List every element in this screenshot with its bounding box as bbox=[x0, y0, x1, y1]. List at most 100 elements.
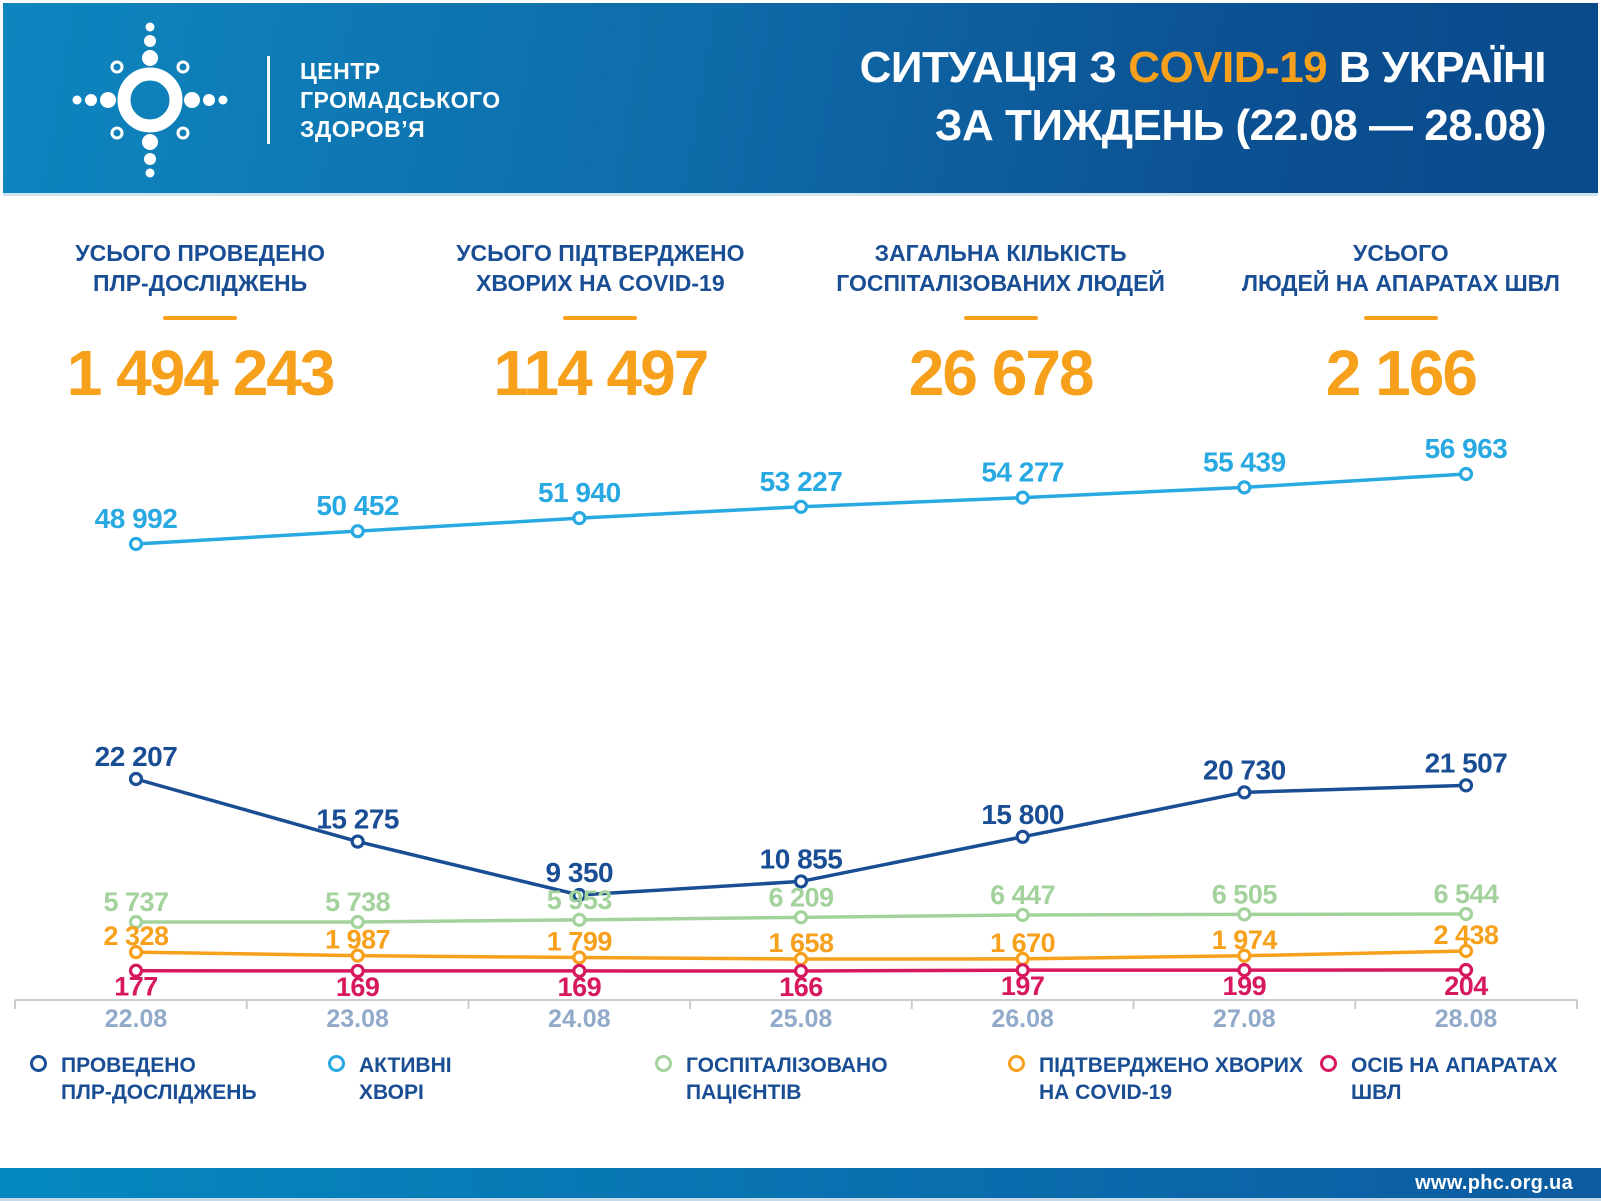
x-axis-label: 28.08 bbox=[1435, 1005, 1498, 1033]
data-label-confirmed: 2 328 bbox=[103, 921, 169, 951]
data-point-ventilator bbox=[793, 963, 809, 979]
stat-value: 1 494 243 bbox=[66, 337, 336, 409]
logo-divider bbox=[267, 56, 270, 144]
data-label-pcr: 15 800 bbox=[981, 799, 1064, 830]
data-point-pcr bbox=[793, 874, 809, 889]
legend-item-pcr: ПРОВЕДЕНО ПЛР-ДОСЛІДЖЕНЬ bbox=[30, 1052, 257, 1106]
x-axis-label: 26.08 bbox=[991, 1005, 1054, 1033]
data-label-active: 53 227 bbox=[760, 466, 843, 497]
series-ventilator: 177 169 169 166 197 199 204 bbox=[114, 962, 1489, 1002]
data-point-active bbox=[793, 499, 809, 514]
header: ЦЕНТР ГРОМАДСЬКОГО ЗДОРОВ’Я СИТУАЦІЯ З C… bbox=[3, 3, 1598, 196]
data-label-active: 54 277 bbox=[981, 457, 1064, 488]
chart-legend: ПРОВЕДЕНО ПЛР-ДОСЛІДЖЕНЬ АКТИВНІ ХВОРІ ГОС… bbox=[0, 1052, 1601, 1132]
legend-item-active: АКТИВНІ ХВОРІ bbox=[328, 1052, 452, 1106]
data-label-pcr: 22 207 bbox=[95, 741, 178, 772]
legend-label-confirmed: ПІДТВЕРДЖЕНО ХВОРИХ НА COVID-19 bbox=[1039, 1054, 1303, 1104]
legend-label-ventilator: ОСІБ НА АПАРАТАХ ШВЛ bbox=[1351, 1054, 1558, 1104]
legend-swatch-active bbox=[328, 1055, 345, 1072]
data-point-ventilator bbox=[572, 963, 587, 979]
x-axis-label: 27.08 bbox=[1213, 1005, 1276, 1033]
stat-divider bbox=[1363, 316, 1438, 320]
stat-label: УСЬОГО ЛЮДЕЙ НА АПАРАТАХ ШВЛ bbox=[1241, 240, 1560, 296]
data-label-confirmed: 1 670 bbox=[990, 928, 1055, 958]
data-point-hospitalized bbox=[1015, 907, 1030, 923]
legend-swatch-pcr bbox=[30, 1055, 47, 1072]
data-label-pcr: 10 855 bbox=[760, 843, 843, 874]
stat-ventilator-total: УСЬОГО ЛЮДЕЙ НА АПАРАТАХ ШВЛ 2 166 bbox=[1201, 238, 1601, 410]
data-label-confirmed: 1 658 bbox=[768, 928, 834, 958]
data-point-ventilator bbox=[1015, 963, 1030, 978]
title-covid-highlight: COVID-19 bbox=[1128, 43, 1328, 92]
summary-stats: УСЬОГО ПРОВЕДЕНО ПЛР-ДОСЛІДЖЕНЬ 1 494 24… bbox=[0, 238, 1601, 410]
phc-logo-icon bbox=[72, 22, 228, 178]
data-point-active bbox=[1237, 480, 1252, 495]
data-point-active bbox=[1015, 490, 1030, 505]
data-point-pcr bbox=[350, 834, 365, 849]
data-label-pcr: 20 730 bbox=[1203, 754, 1286, 785]
data-label-hospitalized: 6 544 bbox=[1433, 879, 1499, 909]
title-suffix: В УКРАЇНІ bbox=[1327, 43, 1547, 92]
x-axis-label: 22.08 bbox=[105, 1005, 168, 1033]
data-point-pcr bbox=[1237, 785, 1252, 800]
legend-swatch-confirmed bbox=[1008, 1055, 1025, 1072]
data-label-hospitalized: 5 953 bbox=[547, 885, 613, 915]
data-label-confirmed: 1 987 bbox=[325, 925, 390, 955]
data-label-active: 51 940 bbox=[538, 477, 621, 508]
data-point-hospitalized bbox=[128, 914, 144, 930]
data-point-confirmed bbox=[350, 948, 365, 963]
x-axis-label: 23.08 bbox=[326, 1005, 389, 1033]
data-label-active: 50 452 bbox=[316, 490, 399, 521]
data-point-ventilator bbox=[1458, 962, 1474, 978]
data-point-hospitalized bbox=[572, 912, 587, 927]
series-confirmed: 2 328 1 987 1 799 1 658 1 670 1 974 2 438 bbox=[103, 920, 1500, 967]
data-label-hospitalized: 6 505 bbox=[1212, 879, 1278, 909]
data-label-ventilator: 166 bbox=[779, 972, 823, 1002]
data-label-hospitalized: 5 738 bbox=[325, 887, 391, 917]
stat-label: УСЬОГО ПІДТВЕРДЖЕНО ХВОРИХ НА COVID-19 bbox=[456, 240, 745, 296]
data-point-pcr bbox=[1458, 778, 1474, 793]
data-point-ventilator bbox=[128, 963, 144, 978]
stat-divider bbox=[563, 316, 638, 320]
data-point-ventilator bbox=[1237, 963, 1252, 978]
data-point-confirmed bbox=[572, 950, 587, 965]
data-point-pcr bbox=[128, 771, 144, 787]
data-point-hospitalized bbox=[793, 910, 809, 925]
footer-url: www.phc.org.ua bbox=[1415, 1171, 1573, 1194]
page-title-line2: ЗА ТИЖДЕНЬ (22.08 — 28.08) bbox=[934, 101, 1547, 150]
stat-value: 114 497 bbox=[493, 337, 709, 409]
series-pcr: 22 207 15 275 9 350 10 855 15 800 20 730 21 50… bbox=[95, 741, 1508, 903]
page-title: СИТУАЦІЯ З COVID-19 В УКРАЇНІ ЗА ТИЖДЕНЬ… bbox=[860, 39, 1547, 155]
data-point-pcr bbox=[1015, 829, 1030, 844]
data-label-ventilator: 169 bbox=[558, 972, 602, 1002]
data-point-hospitalized bbox=[1237, 907, 1252, 922]
data-label-pcr: 21 507 bbox=[1425, 747, 1508, 778]
data-point-active bbox=[1458, 466, 1474, 482]
legend-label-active: АКТИВНІ ХВОРІ bbox=[359, 1054, 452, 1104]
bottom-edge-strip bbox=[0, 1198, 1601, 1201]
data-label-confirmed: 1 799 bbox=[547, 927, 613, 957]
stat-hospitalized-total: ЗАГАЛЬНА КІЛЬКІСТЬ ГОСПІТАЛІЗОВАНИХ ЛЮДЕ… bbox=[801, 238, 1201, 410]
data-label-pcr: 9 350 bbox=[546, 857, 614, 888]
footer-bar: www.phc.org.ua bbox=[0, 1168, 1601, 1198]
logo-text: ЦЕНТР ГРОМАДСЬКОГО ЗДОРОВ’Я bbox=[300, 57, 501, 142]
data-label-active: 55 439 bbox=[1203, 446, 1286, 477]
x-axis-label: 24.08 bbox=[548, 1005, 611, 1033]
stat-pcr-total: УСЬОГО ПРОВЕДЕНО ПЛР-ДОСЛІДЖЕНЬ 1 494 24… bbox=[0, 238, 400, 410]
legend-label-hospitalized: ГОСПІТАЛІЗОВАНО ПАЦІЄНТІВ bbox=[686, 1054, 888, 1104]
data-point-hospitalized bbox=[350, 914, 365, 930]
data-point-confirmed bbox=[1458, 943, 1474, 959]
stat-label: ЗАГАЛЬНА КІЛЬКІСТЬ ГОСПІТАЛІЗОВАНИХ ЛЮДЕ… bbox=[836, 240, 1165, 296]
stat-label: УСЬОГО ПРОВЕДЕНО ПЛР-ДОСЛІДЖЕНЬ bbox=[75, 240, 325, 296]
legend-item-hospitalized: ГОСПІТАЛІЗОВАНО ПАЦІЄНТІВ bbox=[655, 1052, 888, 1106]
data-label-ventilator: 177 bbox=[114, 972, 158, 1002]
legend-swatch-hospitalized bbox=[655, 1055, 672, 1072]
data-point-active bbox=[350, 524, 365, 539]
stat-value: 2 166 bbox=[1325, 337, 1478, 409]
legend-label-pcr: ПРОВЕДЕНО ПЛР-ДОСЛІДЖЕНЬ bbox=[61, 1054, 257, 1104]
data-label-confirmed: 1 974 bbox=[1212, 925, 1278, 955]
data-label-active: 56 963 bbox=[1425, 433, 1508, 464]
series-active: 48 992 50 452 51 940 53 227 54 277 55 439 56 9… bbox=[95, 433, 1508, 552]
stat-divider bbox=[963, 316, 1038, 320]
